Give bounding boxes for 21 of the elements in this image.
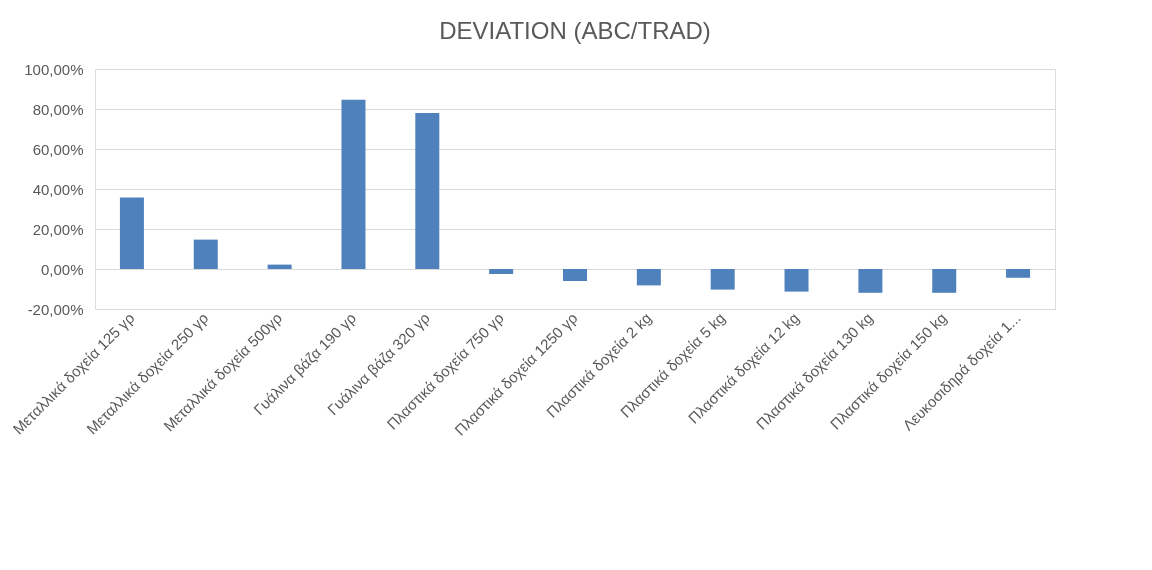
bar	[710, 269, 735, 290]
bar	[341, 99, 366, 269]
bar	[563, 269, 587, 281]
y-tick-label: 20,00%	[32, 220, 84, 238]
bar	[119, 197, 144, 269]
bar	[1006, 269, 1031, 278]
bar	[932, 269, 957, 293]
bar	[784, 269, 809, 292]
y-tick-label: 40,00%	[32, 180, 84, 198]
chart-title: DEVIATION (ABC/TRAD)	[439, 17, 711, 44]
bar	[858, 269, 883, 293]
y-tick-label: 60,00%	[32, 140, 84, 158]
y-tick-label: 80,00%	[32, 100, 84, 118]
y-tick-label: -20,00%	[27, 300, 84, 318]
y-tick-label: 0,00%	[40, 260, 84, 278]
bar	[489, 269, 514, 274]
bar	[636, 269, 661, 286]
bar	[267, 264, 292, 269]
bar	[415, 113, 440, 269]
bar	[193, 239, 218, 269]
y-tick-label: 100,00%	[24, 60, 84, 78]
